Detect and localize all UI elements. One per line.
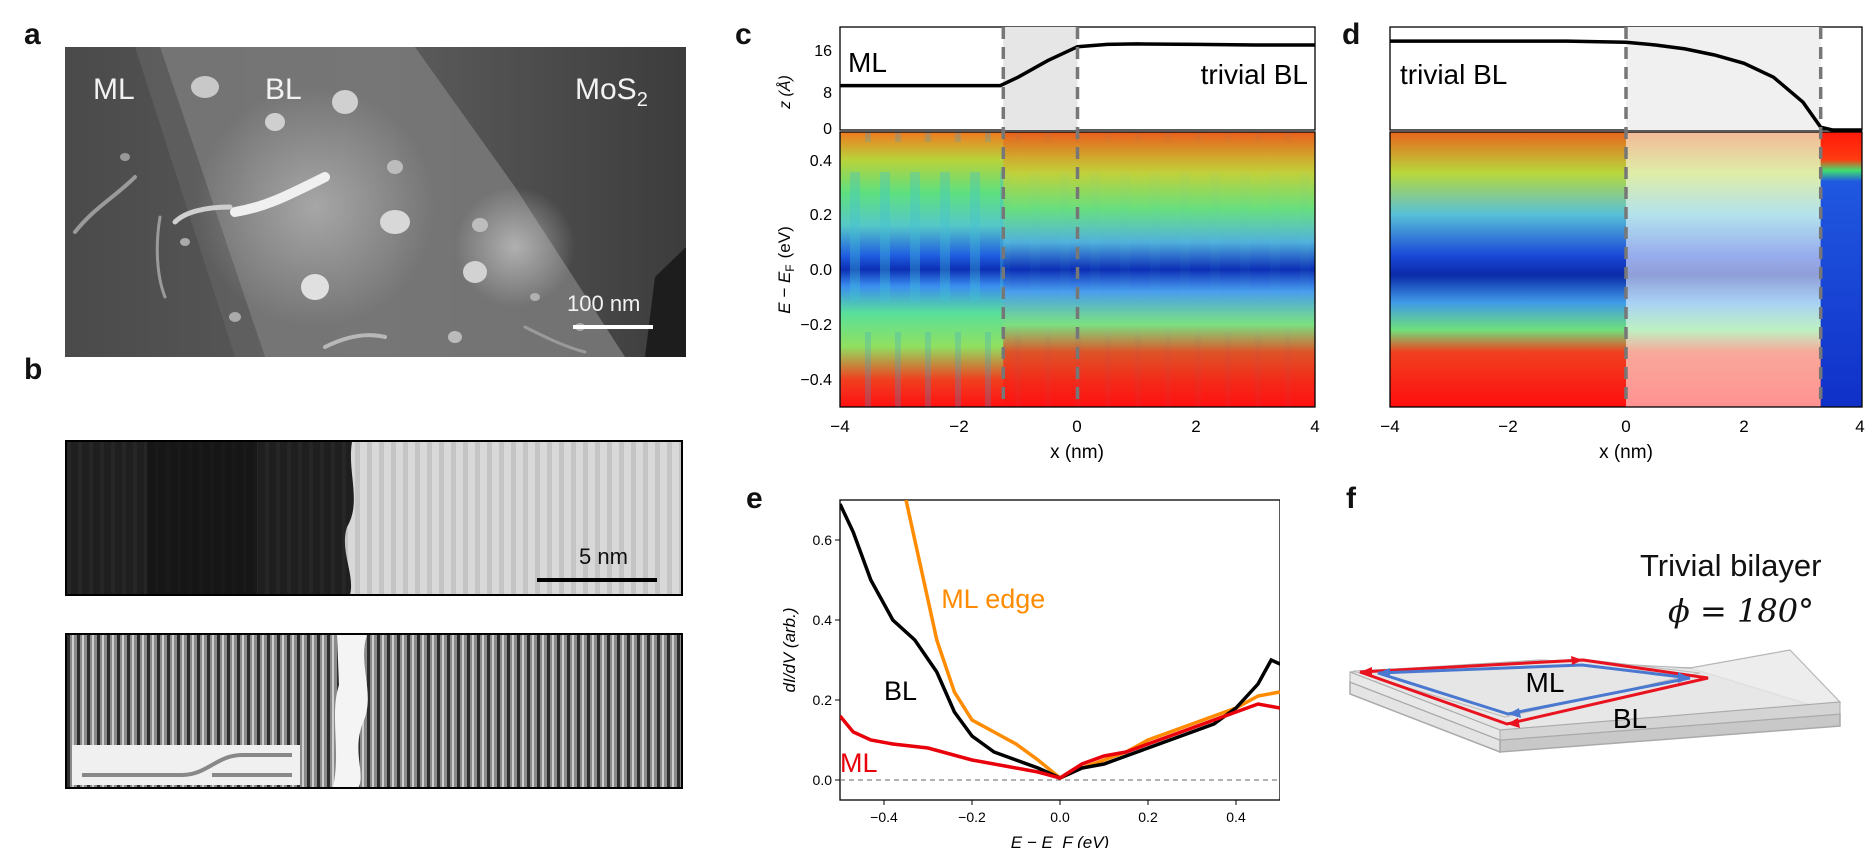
stm-derivative-image (67, 635, 681, 787)
label-mos2: MoS2 (575, 73, 648, 111)
stm-atomic-image (67, 442, 681, 594)
panel-e-chart: −0.4 −0.2 0.0 0.2 0.4 0.0 0.2 0.4 0.6 E − E_F (eV… (780, 499, 1280, 848)
edge-state-red-loop (1359, 658, 1709, 726)
xtick-d-2: 2 (1739, 417, 1748, 436)
panel-d-chart: trivial BL −4 −2 0 2 4 x (nm) (1380, 26, 1865, 463)
xtick-e: −0.4 (870, 809, 898, 825)
xtick-e: 0.2 (1138, 809, 1158, 825)
panel-c-chart: ML trivial BL 16 8 0 z (Å) 0.4 0.2 0.0 −… (775, 26, 1320, 463)
label-trivial-bilayer: Trivial bilayer (1640, 548, 1822, 583)
series-label-ml: ML (840, 748, 878, 778)
ytick-c-0.0: 0.0 (810, 262, 832, 279)
tick-top-8: 8 (823, 85, 832, 102)
panel-label-f: f (1346, 482, 1356, 515)
xtick-c-4: 4 (1310, 417, 1319, 436)
ylabel-c: E − EF(eV) (775, 226, 797, 314)
xtick-c--2: −2 (949, 417, 968, 436)
series-label-ml-edge: ML edge (941, 584, 1045, 614)
panel-label-c: c (735, 18, 752, 51)
xtick-c-0: 0 (1072, 417, 1081, 436)
ylabel-e: dI/dV (arb.) (780, 607, 799, 692)
series-line-ml (840, 702, 1280, 780)
label-ml-c: ML (848, 47, 887, 78)
ytick-e: 0.2 (813, 692, 833, 708)
xtick-e: 0.4 (1226, 809, 1246, 825)
heatmap-d-faded-region (1626, 132, 1821, 407)
xtick-e: 0.0 (1050, 809, 1070, 825)
ytick-c-0.4: 0.4 (810, 153, 832, 170)
xtick-d-0: 0 (1621, 417, 1630, 436)
panel-label-d: d (1342, 18, 1361, 51)
panel-label-a: a (24, 18, 41, 51)
panel-a-image: ML BL MoS2 100 nm (65, 47, 686, 357)
ytick-e: 0.4 (813, 612, 833, 628)
scalebar-label-b: 5 nm (579, 544, 628, 569)
label-trivial-bl-c: trivial BL (1201, 59, 1308, 90)
ytick-e: 0.0 (813, 772, 833, 788)
ytick-c--0.4: −0.4 (800, 372, 832, 389)
scalebar-label-a: 100 nm (567, 291, 641, 316)
ylabel-top-c: z (Å) (775, 75, 794, 110)
xtick-d--4: −4 (1380, 417, 1399, 436)
series-label-bl: BL (884, 676, 917, 706)
label-bl-f: BL (1613, 703, 1647, 734)
xlabel-c: x (nm) (1050, 442, 1104, 463)
height-profile-c (840, 42, 1315, 88)
ytick-e: 0.6 (813, 532, 833, 548)
label-phi: ϕ = 180° (1668, 592, 1815, 630)
label-bl-a: BL (265, 73, 302, 106)
panel-f-schematic: ML BL (1349, 649, 1842, 754)
shaded-region-d (1626, 27, 1821, 130)
tick-top-0: 0 (823, 121, 832, 138)
xlabel-e: E − E_F (eV) (1011, 833, 1109, 848)
label-trivial-bl-d: trivial BL (1400, 59, 1507, 90)
ytick-c-0.2: 0.2 (810, 207, 832, 224)
heatmap-c-right-region (1003, 132, 1315, 407)
scalebar-a (573, 325, 653, 329)
label-ml-a: ML (93, 73, 135, 106)
tick-top-16: 16 (814, 43, 832, 60)
label-ml-f: ML (1526, 667, 1565, 698)
xtick-c--4: −4 (830, 417, 849, 436)
xtick-c-2: 2 (1191, 417, 1200, 436)
stm-topography-image (65, 47, 686, 357)
heatmap-d-edge-region (1820, 132, 1862, 407)
ytick-c--0.2: −0.2 (800, 317, 832, 334)
panel-b-top-image: 5 nm (65, 440, 683, 596)
axes-e (839, 499, 1280, 801)
panel-label-b: b (24, 353, 43, 386)
panel-b-bottom-image (65, 633, 683, 789)
xlabel-d: x (nm) (1599, 442, 1653, 463)
panel-label-e: e (746, 482, 763, 515)
xtick-e: −0.2 (958, 809, 986, 825)
xtick-d--2: −2 (1498, 417, 1517, 436)
scalebar-b (537, 578, 657, 582)
inset-schematic (82, 753, 292, 777)
xtick-d-4: 4 (1855, 417, 1864, 436)
